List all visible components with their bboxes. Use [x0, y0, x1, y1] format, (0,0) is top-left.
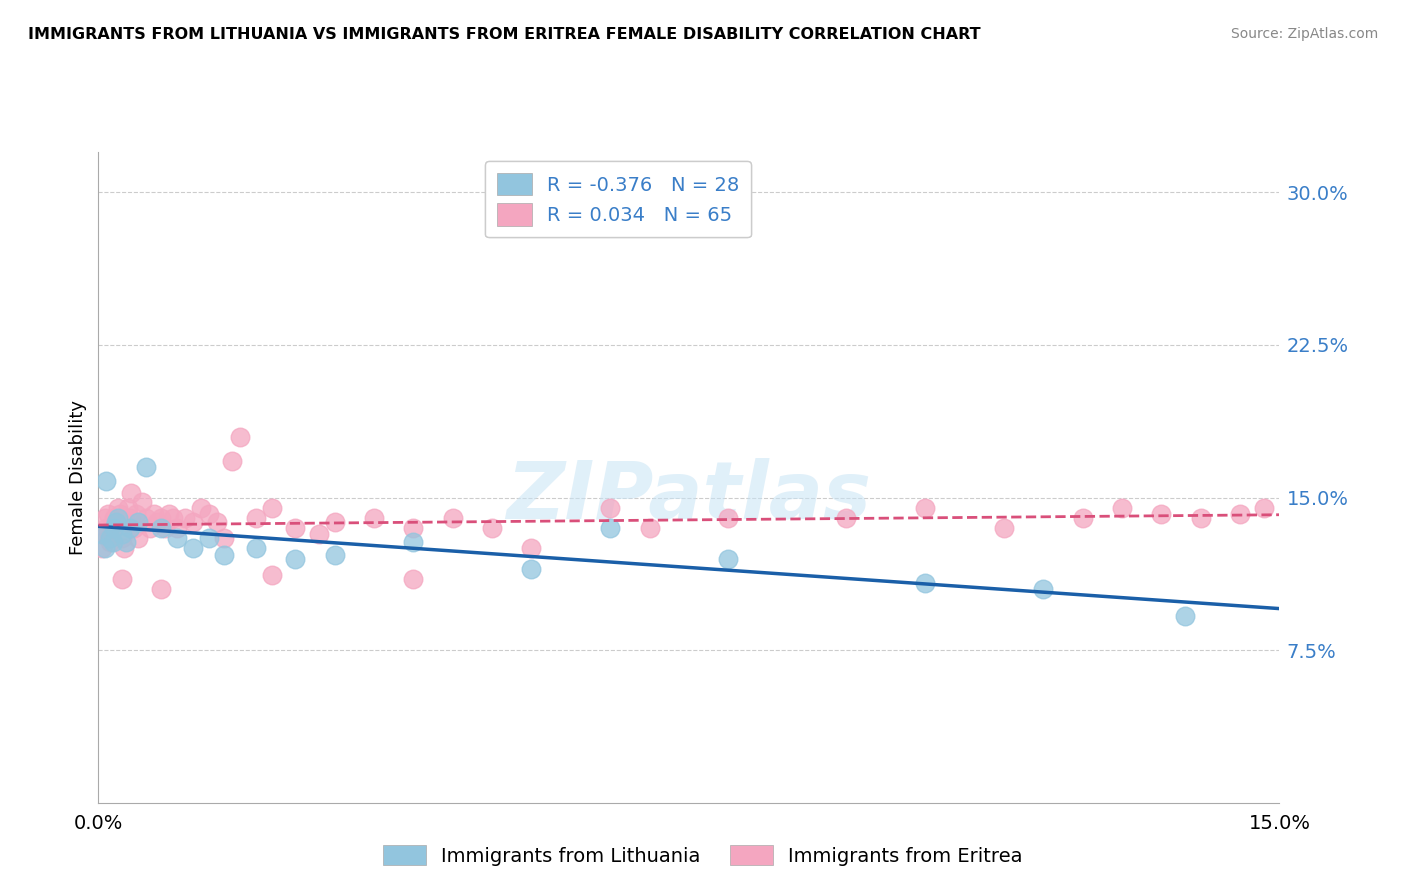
- Point: [93, 511, 115, 525]
- Point: [112, 541, 135, 556]
- Point: [146, 515, 169, 529]
- Point: [1174, 608, 1197, 623]
- Point: [91, 527, 114, 541]
- Point: [107, 511, 129, 525]
- Point: [245, 541, 267, 556]
- Point: [91, 541, 114, 556]
- Point: [155, 521, 177, 535]
- Point: [260, 568, 283, 582]
- Point: [104, 515, 127, 529]
- Point: [638, 521, 661, 535]
- Point: [284, 551, 307, 566]
- Point: [1071, 511, 1094, 525]
- Point: [214, 548, 236, 562]
- Point: [174, 511, 197, 525]
- Point: [96, 475, 118, 489]
- Point: [599, 521, 621, 535]
- Point: [717, 551, 740, 566]
- Point: [93, 527, 115, 541]
- Point: [599, 500, 621, 515]
- Point: [323, 515, 346, 529]
- Point: [142, 507, 165, 521]
- Point: [1253, 500, 1275, 515]
- Point: [110, 507, 132, 521]
- Point: [914, 576, 936, 591]
- Point: [245, 511, 267, 525]
- Point: [717, 511, 740, 525]
- Text: Source: ZipAtlas.com: Source: ZipAtlas.com: [1230, 27, 1378, 41]
- Point: [111, 531, 134, 545]
- Point: [221, 454, 243, 468]
- Point: [520, 562, 543, 576]
- Point: [121, 486, 143, 500]
- Legend: Immigrants from Lithuania, Immigrants from Eritrea: Immigrants from Lithuania, Immigrants fr…: [375, 838, 1031, 873]
- Point: [441, 511, 464, 525]
- Point: [127, 515, 149, 529]
- Point: [122, 521, 145, 535]
- Point: [993, 521, 1015, 535]
- Point: [214, 531, 236, 545]
- Point: [323, 548, 346, 562]
- Point: [127, 531, 149, 545]
- Point: [117, 500, 139, 515]
- Point: [150, 511, 173, 525]
- Point: [131, 494, 153, 508]
- Point: [150, 521, 173, 535]
- Point: [138, 521, 160, 535]
- Point: [197, 531, 219, 545]
- Point: [205, 515, 228, 529]
- Point: [93, 541, 115, 556]
- Point: [520, 541, 543, 556]
- Point: [101, 535, 124, 549]
- Point: [135, 460, 157, 475]
- Point: [103, 521, 125, 535]
- Legend: R = -0.376   N = 28, R = 0.034   N = 65: R = -0.376 N = 28, R = 0.034 N = 65: [485, 161, 751, 237]
- Point: [284, 521, 307, 535]
- Point: [103, 511, 125, 525]
- Point: [118, 521, 141, 535]
- Point: [914, 500, 936, 515]
- Point: [96, 521, 118, 535]
- Point: [260, 500, 283, 515]
- Point: [481, 521, 503, 535]
- Point: [308, 527, 330, 541]
- Point: [111, 527, 134, 541]
- Point: [125, 507, 148, 521]
- Point: [402, 572, 425, 586]
- Point: [101, 521, 124, 535]
- Point: [181, 541, 204, 556]
- Point: [402, 521, 425, 535]
- Point: [98, 531, 121, 545]
- Point: [190, 500, 212, 515]
- Point: [166, 531, 188, 545]
- Point: [162, 511, 184, 525]
- Point: [97, 507, 120, 521]
- Point: [1229, 507, 1251, 521]
- Point: [135, 511, 157, 525]
- Point: [197, 507, 219, 521]
- Y-axis label: Female Disability: Female Disability: [69, 400, 87, 555]
- Point: [104, 515, 127, 529]
- Point: [229, 429, 252, 443]
- Point: [835, 511, 858, 525]
- Point: [181, 515, 204, 529]
- Point: [1150, 507, 1173, 521]
- Point: [107, 500, 129, 515]
- Point: [157, 507, 180, 521]
- Point: [363, 511, 385, 525]
- Point: [1189, 511, 1212, 525]
- Point: [118, 511, 141, 525]
- Point: [166, 521, 188, 535]
- Point: [115, 515, 138, 529]
- Point: [111, 572, 134, 586]
- Point: [150, 582, 173, 596]
- Point: [98, 535, 121, 549]
- Point: [1032, 582, 1054, 596]
- Point: [1111, 500, 1133, 515]
- Text: ZIPatlas: ZIPatlas: [506, 458, 872, 536]
- Point: [115, 535, 138, 549]
- Point: [98, 531, 121, 545]
- Text: IMMIGRANTS FROM LITHUANIA VS IMMIGRANTS FROM ERITREA FEMALE DISABILITY CORRELATI: IMMIGRANTS FROM LITHUANIA VS IMMIGRANTS …: [28, 27, 981, 42]
- Point: [402, 535, 425, 549]
